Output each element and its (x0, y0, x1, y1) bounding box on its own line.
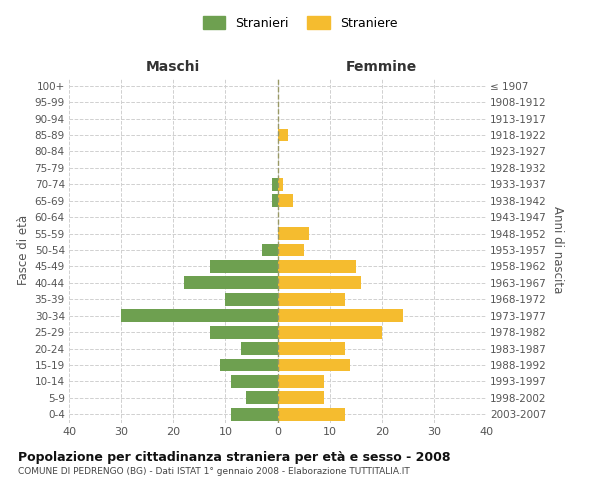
Bar (277, 276, 361, 289)
Bar (230, 375, 277, 388)
Bar (210, 260, 277, 273)
Bar (246, 392, 277, 404)
Text: Femmine: Femmine (346, 60, 418, 74)
Legend: Stranieri, Straniere: Stranieri, Straniere (197, 11, 403, 35)
Bar (277, 408, 345, 420)
Bar (277, 326, 382, 338)
Bar (277, 342, 345, 355)
Y-axis label: Fasce di età: Fasce di età (17, 215, 31, 285)
Bar (277, 244, 304, 256)
Bar (277, 310, 403, 322)
Bar (262, 244, 277, 256)
Bar (277, 128, 288, 141)
Bar (272, 194, 277, 207)
Text: Maschi: Maschi (146, 60, 200, 74)
Bar (272, 178, 277, 190)
Bar (184, 276, 277, 289)
Bar (277, 227, 309, 240)
Bar (230, 408, 277, 420)
Bar (277, 293, 345, 306)
Bar (277, 358, 350, 372)
Bar (277, 375, 325, 388)
Text: Popolazione per cittadinanza straniera per età e sesso - 2008: Popolazione per cittadinanza straniera p… (18, 451, 451, 464)
Bar (226, 293, 277, 306)
Bar (210, 326, 277, 338)
Bar (277, 392, 325, 404)
Bar (277, 260, 356, 273)
Y-axis label: Anni di nascita: Anni di nascita (551, 206, 564, 294)
Bar (277, 178, 283, 190)
Text: COMUNE DI PEDRENGO (BG) - Dati ISTAT 1° gennaio 2008 - Elaborazione TUTTITALIA.I: COMUNE DI PEDRENGO (BG) - Dati ISTAT 1° … (18, 468, 410, 476)
Bar (277, 194, 293, 207)
Bar (241, 342, 277, 355)
Bar (121, 310, 277, 322)
Bar (220, 358, 277, 372)
